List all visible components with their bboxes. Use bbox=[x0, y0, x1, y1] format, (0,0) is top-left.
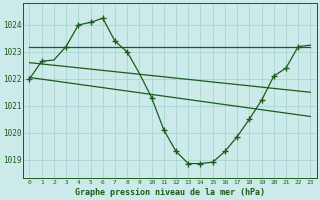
X-axis label: Graphe pression niveau de la mer (hPa): Graphe pression niveau de la mer (hPa) bbox=[75, 188, 265, 197]
